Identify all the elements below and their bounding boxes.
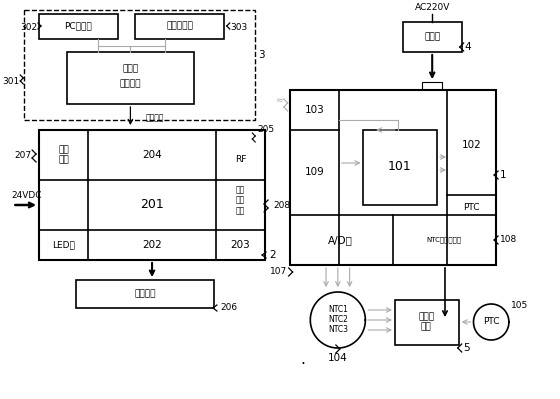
Text: ≈: ≈ <box>276 97 283 105</box>
Text: 203: 203 <box>231 240 250 250</box>
Bar <box>395 300 459 345</box>
Text: 电动车
电池: 电动车 电池 <box>418 312 435 332</box>
Text: 204: 204 <box>142 150 162 160</box>
Text: 202: 202 <box>142 240 162 250</box>
Text: 205: 205 <box>257 126 274 134</box>
Text: 109: 109 <box>305 167 324 177</box>
Text: 急停
复位
按钮: 急停 复位 按钮 <box>236 185 245 215</box>
Text: NTC3: NTC3 <box>328 326 348 334</box>
Bar <box>67 52 194 104</box>
Bar <box>403 22 461 52</box>
Text: PTC: PTC <box>483 318 500 326</box>
Text: 24VDC: 24VDC <box>11 192 42 201</box>
Text: 303: 303 <box>231 22 248 32</box>
Text: NTC型特制插座: NTC型特制插座 <box>426 237 461 243</box>
Text: 4: 4 <box>465 42 472 52</box>
Text: 云平台: 云平台 <box>122 65 138 73</box>
Text: 2: 2 <box>269 250 276 260</box>
Text: 云服务器: 云服务器 <box>120 79 141 89</box>
Text: 103: 103 <box>305 105 324 115</box>
Text: 208: 208 <box>273 201 290 209</box>
Text: NTC1: NTC1 <box>328 306 348 314</box>
Text: A/D口: A/D口 <box>328 235 353 245</box>
Text: 108: 108 <box>500 235 517 245</box>
Text: 5: 5 <box>464 343 470 353</box>
Bar <box>39 130 265 260</box>
Text: 301: 301 <box>2 77 20 87</box>
Text: 充电器: 充电器 <box>424 32 440 41</box>
Text: 云端报警: 云端报警 <box>146 113 164 122</box>
Text: 107: 107 <box>269 267 287 277</box>
Text: 104: 104 <box>328 353 348 363</box>
Text: 102: 102 <box>461 140 482 150</box>
Text: 电源
管理: 电源 管理 <box>58 145 69 165</box>
Text: PC端报警: PC端报警 <box>64 22 92 30</box>
Text: 206: 206 <box>220 304 237 312</box>
Text: 105: 105 <box>511 300 528 310</box>
Text: 1: 1 <box>500 170 507 180</box>
Text: NTC2: NTC2 <box>328 316 348 324</box>
Text: .: . <box>300 352 305 367</box>
Text: AC220V: AC220V <box>414 4 450 12</box>
Text: 3: 3 <box>258 50 265 60</box>
Bar <box>24 10 255 120</box>
Text: 101: 101 <box>388 160 412 174</box>
Bar <box>290 90 496 265</box>
Bar <box>422 82 442 90</box>
Bar <box>136 14 224 39</box>
Text: 201: 201 <box>140 198 164 211</box>
Text: 声光喇叭: 声光喇叭 <box>134 290 156 298</box>
Text: 302: 302 <box>20 22 37 32</box>
Bar <box>363 130 437 205</box>
Text: PTC: PTC <box>463 203 480 211</box>
Text: RF: RF <box>235 156 246 164</box>
Bar <box>39 14 118 39</box>
Text: LED灯: LED灯 <box>52 241 75 249</box>
Bar <box>76 280 214 308</box>
Text: 手机端报警: 手机端报警 <box>166 22 193 30</box>
Text: 207: 207 <box>14 150 31 160</box>
